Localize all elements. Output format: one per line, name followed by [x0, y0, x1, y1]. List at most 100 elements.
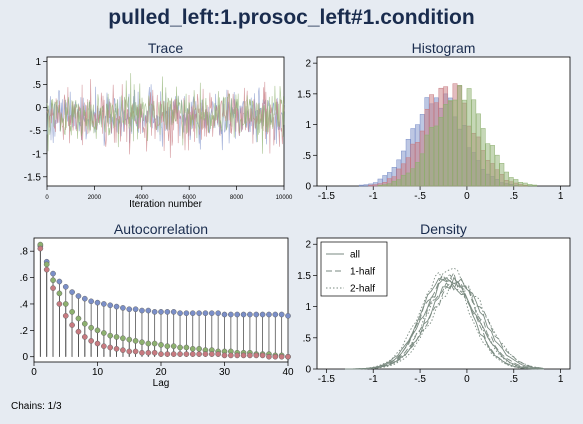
y-tick-label: 2: [305, 59, 311, 70]
x-tick-label: 20: [155, 367, 167, 378]
density-curve: [345, 271, 544, 370]
acf-point: [126, 336, 133, 343]
acf-point: [208, 351, 215, 357]
histogram-bar: [396, 179, 402, 187]
acf-point: [183, 310, 190, 317]
acf-point: [196, 310, 202, 317]
x-tick-label: 1: [558, 374, 564, 385]
acf-point: [164, 343, 171, 350]
x-tick-label: -.5: [414, 374, 426, 385]
y-tick-label: .4: [20, 299, 29, 310]
acf-point: [126, 348, 133, 355]
main-title: pulled_left:1.prosoc_left#1.condition: [108, 6, 475, 29]
acf-point: [81, 334, 88, 340]
histogram-bar: [387, 183, 392, 187]
acf-point: [247, 352, 253, 359]
histogram-bar: [372, 184, 378, 187]
acf-point: [50, 277, 56, 284]
acf-point: [94, 299, 101, 306]
acf-point: [183, 344, 190, 351]
density-curve: [345, 282, 544, 370]
y-tick-label: -1.5: [24, 172, 42, 183]
acf-point: [278, 311, 285, 318]
acf-point: [139, 349, 145, 356]
histogram-bar: [490, 145, 495, 187]
acf-point: [107, 302, 114, 309]
y-tick-label: -1: [32, 149, 41, 160]
acf-point: [56, 278, 63, 285]
histogram-bar: [443, 104, 449, 187]
y-tick-label: 2: [305, 240, 311, 251]
density-curve: [345, 279, 544, 370]
histogram-bar: [358, 184, 364, 187]
acf-point: [75, 293, 82, 299]
y-tick-label: 1: [305, 120, 311, 131]
histogram-bar: [401, 174, 406, 187]
x-tick-label: 0: [464, 191, 470, 202]
acf-point: [151, 309, 158, 315]
acf-point: [234, 311, 241, 318]
histogram-bar: [419, 153, 425, 187]
acf-point: [272, 353, 279, 360]
legend-label: 2-half: [350, 284, 375, 295]
acf-point: [145, 340, 152, 347]
acf-point: [234, 352, 241, 359]
histogram-bar: [447, 100, 453, 187]
density-curve: [345, 277, 544, 370]
histogram-bar: [424, 134, 430, 187]
x-tick-label: -.5: [414, 191, 426, 202]
autocorrelation-title: Autocorrelation: [113, 221, 209, 237]
x-tick-label: 40: [282, 367, 294, 378]
acf-point: [139, 339, 145, 346]
acf-point: [62, 301, 69, 307]
acf-point: [158, 351, 164, 357]
acf-point: [120, 305, 126, 311]
acf-point: [113, 345, 120, 352]
acf-point: [101, 330, 107, 336]
density-curve: [345, 271, 544, 370]
acf-point: [132, 348, 139, 355]
acf-point: [43, 261, 50, 268]
legend-label: 1-half: [350, 267, 375, 278]
x-axis-title: Iteration number: [129, 199, 202, 210]
histogram-bar: [438, 116, 444, 187]
acf-point: [158, 309, 164, 315]
x-tick-label: 8000: [230, 195, 244, 201]
acf-point: [183, 351, 190, 357]
acf-point: [202, 351, 209, 357]
histogram-bar: [429, 127, 434, 187]
acf-point: [75, 315, 82, 322]
x-tick-label: 10000: [276, 195, 293, 201]
acf-point: [221, 352, 228, 359]
acf-point: [240, 352, 247, 359]
acf-point: [221, 311, 228, 318]
histogram-bar: [532, 184, 538, 187]
y-tick-label: -.5: [29, 126, 41, 137]
histogram-bar: [368, 184, 374, 187]
acf-point: [50, 270, 56, 277]
y-tick-label: .6: [20, 273, 29, 284]
acf-point: [69, 309, 75, 315]
histogram-title: Histogram: [411, 40, 476, 56]
histogram-bar: [485, 143, 491, 187]
acf-point: [50, 285, 56, 291]
acf-point: [113, 303, 120, 310]
acf-point: [120, 335, 126, 342]
acf-point: [94, 327, 101, 334]
acf-point: [139, 307, 145, 314]
acf-point: [215, 310, 221, 317]
acf-point: [189, 310, 196, 317]
acf-point: [88, 324, 95, 331]
histogram-bar: [480, 128, 486, 187]
y-tick-label: 0: [35, 103, 41, 114]
acf-point: [164, 309, 171, 315]
acf-point: [151, 340, 158, 347]
chains-footnote: Chains: 1/3: [11, 401, 62, 412]
acf-point: [107, 344, 114, 351]
density-legend: [320, 241, 388, 297]
histogram-bar: [494, 154, 500, 187]
acf-point: [107, 332, 114, 339]
histogram-bar: [433, 125, 439, 187]
acf-point: [266, 311, 272, 318]
acf-point: [208, 310, 215, 317]
